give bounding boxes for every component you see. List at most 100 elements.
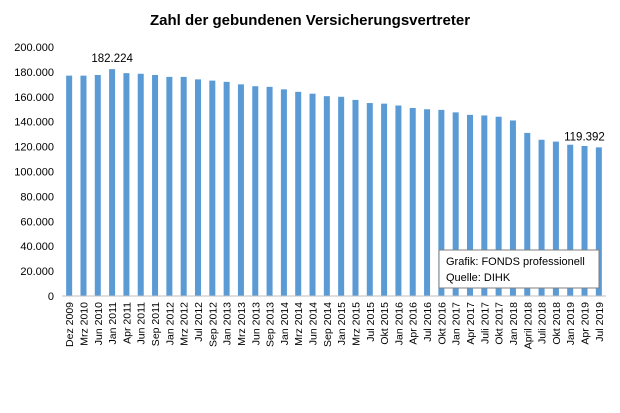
x-tick-label: Mrz 2013 — [236, 302, 248, 346]
x-tick-label: Jul 2019 — [594, 302, 606, 342]
x-tick-label: April 2018 — [522, 302, 534, 349]
x-tick-label: Okt 2016 — [436, 302, 448, 345]
bar — [80, 75, 87, 296]
y-tick-label: 200.000 — [14, 42, 54, 54]
x-tick-label: Sep 2011 — [150, 302, 162, 346]
bar — [123, 73, 130, 296]
bar — [223, 81, 230, 296]
x-tick-label: Jun 2014 — [308, 302, 320, 345]
bar — [438, 109, 445, 297]
bar — [595, 147, 602, 296]
x-tick-label: Jan 2015 — [336, 302, 348, 345]
x-tick-label: Sep 2012 — [207, 302, 219, 347]
bar — [252, 86, 259, 296]
y-tick-label: 60.000 — [20, 216, 54, 228]
bar — [323, 96, 330, 297]
chart-title: Zahl der gebundenen Versicherungsvertret… — [150, 12, 470, 29]
bar — [581, 145, 588, 296]
x-tick-label: Jan 2013 — [222, 302, 234, 345]
source-annotation-box — [438, 249, 600, 289]
y-tick-label: 180.000 — [14, 67, 54, 79]
bar — [166, 76, 173, 296]
y-axis: 0 20.000 40.000 60.000 80.000 100.000 120.000 1… — [14, 42, 54, 303]
source-annotation: Grafik: FONDS professionell Quelle: DIHK — [438, 249, 600, 289]
bar — [309, 93, 316, 296]
x-tick-label: Okt 2015 — [379, 302, 391, 345]
bar — [66, 75, 73, 296]
bar — [137, 73, 144, 297]
x-tick-label: Mrz 2014 — [293, 302, 305, 346]
y-tick-label: 20.000 — [20, 266, 54, 278]
bar — [552, 141, 559, 296]
x-tick-label: Jul 2015 — [365, 302, 377, 342]
x-tick-label: Juli 2018 — [537, 302, 549, 344]
bar — [395, 105, 402, 296]
bar — [409, 108, 416, 296]
x-tick-label: Apr 2011 — [121, 302, 133, 344]
x-tick-label: Apr 2017 — [465, 302, 477, 345]
bar — [381, 103, 388, 297]
bar — [295, 91, 302, 296]
bar — [352, 99, 359, 296]
bar — [280, 89, 287, 296]
bar — [495, 116, 502, 296]
x-tick-label: Okt 2017 — [494, 302, 506, 345]
bar — [180, 76, 187, 296]
bar — [452, 112, 459, 296]
x-tick-label: Mrz 2015 — [350, 302, 362, 346]
x-axis: Dez 2009 Mrz 2010 Jun 2010 Jan 2011 Apr 2011… — [62, 295, 606, 349]
x-tick-label: Apr 2016 — [408, 302, 420, 345]
x-tick-label: Jan 2018 — [508, 302, 520, 345]
bar — [567, 144, 574, 296]
x-tick-label: Mrz 2012 — [179, 302, 191, 346]
bar — [338, 96, 345, 296]
y-tick-label: 140.000 — [14, 117, 54, 129]
y-tick-label: 80.000 — [20, 191, 54, 203]
x-tick-label: Jun 2011 — [136, 302, 148, 345]
y-tick-label: 0 — [48, 291, 54, 303]
data-labels: 182.224 119.392 — [91, 53, 605, 143]
annotation-grafik: Grafik: FONDS professionell — [446, 256, 585, 268]
y-tick-label: 40.000 — [20, 241, 54, 253]
x-tick-label: Jan 2016 — [393, 302, 405, 345]
bars — [66, 69, 602, 297]
bar — [424, 109, 431, 296]
data-label: 182.224 — [91, 53, 133, 65]
x-tick-label: Jan 2011 — [107, 302, 119, 345]
bar — [152, 75, 159, 296]
x-tick-label: Apr 2019 — [580, 302, 592, 345]
bar — [109, 69, 116, 296]
y-tick-label: 120.000 — [14, 142, 54, 154]
bar — [524, 132, 531, 296]
x-tick-label: Jul 2016 — [422, 302, 434, 342]
x-tick-label: Sep 2014 — [322, 302, 334, 347]
data-label: 119.392 — [564, 131, 605, 143]
x-tick-label: Juli 2017 — [479, 302, 491, 344]
x-tick-label: Jan 2017 — [451, 302, 463, 345]
x-tick-label: Dez 2009 — [64, 302, 76, 347]
bar — [538, 139, 545, 296]
bar — [366, 103, 373, 296]
x-tick-label: Jun 2010 — [93, 302, 105, 345]
y-tick-label: 160.000 — [14, 92, 54, 104]
bar — [509, 120, 516, 297]
bar — [237, 84, 244, 296]
x-tick-label: Okt 2018 — [551, 302, 563, 345]
x-tick-label: Jan 2014 — [279, 302, 291, 345]
y-tick-label: 100.000 — [14, 167, 54, 179]
bar — [209, 80, 216, 297]
annotation-quelle: Quelle: DIHK — [446, 272, 511, 284]
x-tick-label: Mrz 2010 — [78, 302, 90, 346]
bar — [194, 79, 201, 297]
bar — [481, 115, 488, 296]
x-tick-label: Jul 2012 — [193, 302, 205, 342]
x-tick-label: Jan 2012 — [164, 302, 176, 345]
x-tick-label: Jan 2019 — [565, 302, 577, 345]
x-tick-label: Jun 2013 — [250, 302, 262, 345]
x-tick-label: Sep 2013 — [265, 302, 277, 347]
bar — [266, 86, 273, 296]
bar — [466, 114, 473, 296]
bar — [94, 75, 101, 296]
